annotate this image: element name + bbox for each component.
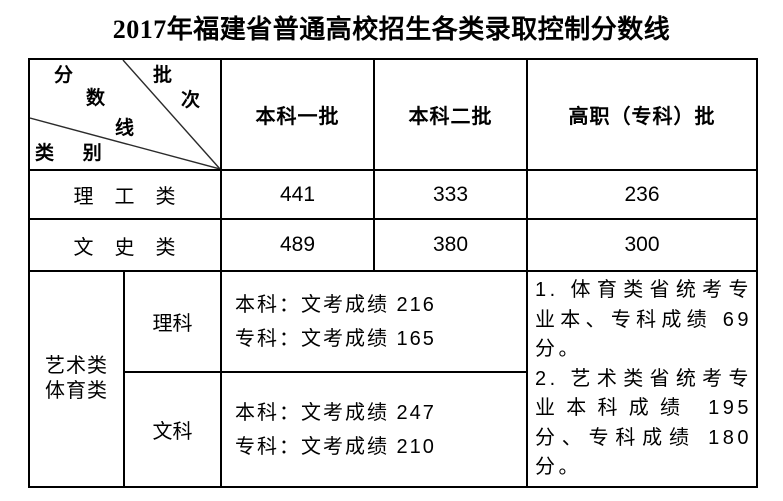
column-header-benke-1: 本科一批 xyxy=(220,58,375,171)
column-header-benke-2: 本科二批 xyxy=(373,58,528,171)
corner-score-char-2: 数 xyxy=(86,88,106,109)
diagonal-divider-lines xyxy=(31,61,219,168)
table-row-art-liberal: 文科 本科：文考成绩 247 专科：文考成绩 210 xyxy=(29,371,757,488)
column-header-gaozhi: 高职（专科）批 xyxy=(526,58,758,171)
note-sports: 1. 体育类省统考专业本、专科成绩 69 分。 xyxy=(535,279,752,360)
score-wenshi-benke1: 489 xyxy=(220,218,375,272)
corner-score-char-1: 分 xyxy=(54,65,74,86)
score-ligong-benke1: 441 xyxy=(220,169,375,220)
art-label-line1: 艺术类 xyxy=(45,355,108,377)
table-row-ligong: 理 工 类 441 333 236 xyxy=(28,169,758,220)
table-row-art-science: 艺术类 体育类 理科 本科：文考成绩 216 专科：文考成绩 165 1. 体育… xyxy=(28,270,758,488)
score-wenshi-gaozhi: 300 xyxy=(526,218,758,272)
row-label-ligong: 理 工 类 xyxy=(28,169,222,220)
corner-header-cell: 分 数 线 批 次 类 别 xyxy=(28,58,222,171)
score-table: 分 数 线 批 次 类 别 本科一批 本科二批 高职（专科）批 理 工 类 44… xyxy=(28,58,758,488)
like-benke-line: 本科：文考成绩 216 xyxy=(235,293,436,316)
art-label-line2: 体育类 xyxy=(45,380,108,402)
score-cell-like: 本科：文考成绩 216 专科：文考成绩 165 xyxy=(220,270,528,373)
row-label-art-sports: 艺术类 体育类 xyxy=(28,270,125,488)
corner-batch-char-2: 次 xyxy=(181,90,201,111)
corner-batch-char-1: 批 xyxy=(153,65,173,86)
score-cell-wenke: 本科：文考成绩 247 专科：文考成绩 210 xyxy=(220,371,528,488)
note-art: 2. 艺术类省统考专业本科成绩 195 分、专科成绩 180 分。 xyxy=(535,367,752,479)
header-row: 分 数 线 批 次 类 别 本科一批 本科二批 高职（专科）批 xyxy=(28,58,758,171)
score-ligong-gaozhi: 236 xyxy=(526,169,758,220)
table-row-wenshi: 文 史 类 489 380 300 xyxy=(28,218,758,272)
sub-row-label-like: 理科 xyxy=(123,270,222,373)
score-ligong-benke2: 333 xyxy=(373,169,528,220)
sub-row-label-wenke: 文科 xyxy=(123,371,222,488)
notes-cell: 1. 体育类省统考专业本、专科成绩 69 分。 2. 艺术类省统考专业本科成绩 … xyxy=(526,270,758,488)
score-wenshi-benke2: 380 xyxy=(373,218,528,272)
row-label-wenshi: 文 史 类 xyxy=(28,218,222,272)
wenke-zhuanke-line: 专科：文考成绩 210 xyxy=(235,435,436,458)
wenke-benke-line: 本科：文考成绩 247 xyxy=(235,401,436,424)
corner-category-label: 类 别 xyxy=(35,143,102,164)
like-zhuanke-line: 专科：文考成绩 165 xyxy=(235,327,436,350)
page-title: 2017年福建省普通高校招生各类录取控制分数线 xyxy=(112,15,671,44)
corner-score-char-3: 线 xyxy=(115,118,135,139)
